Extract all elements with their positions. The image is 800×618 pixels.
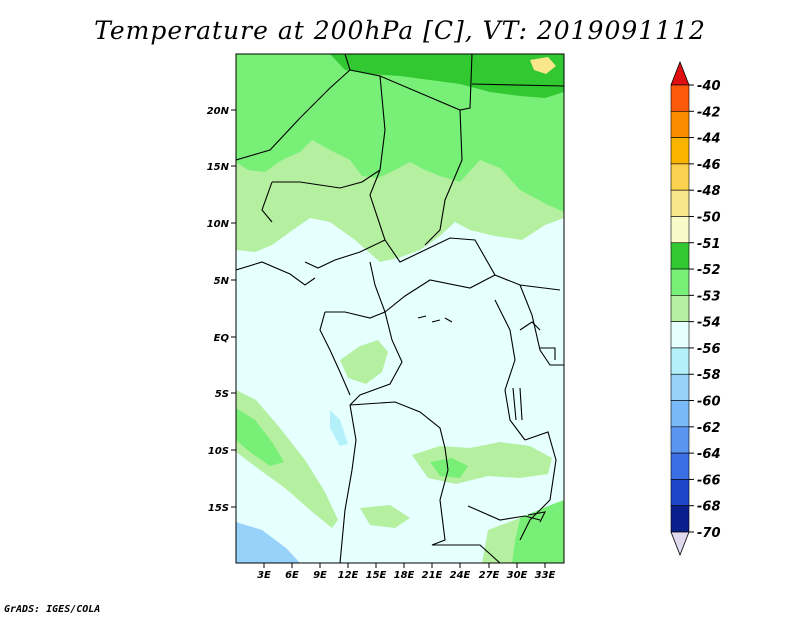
- colorbar-bottom-arrow: [670, 531, 690, 557]
- lat-label-10n: 10N: [207, 219, 230, 230]
- field-lake-blue: [330, 410, 348, 446]
- colorbar-box: [670, 137, 690, 165]
- colorbar-box: [670, 479, 690, 507]
- colorbar-label: -58: [697, 368, 721, 383]
- field-southwest-green-core: [236, 408, 284, 466]
- lon-label-30e: 30E: [507, 570, 528, 581]
- colorbar-label: -53: [697, 289, 721, 304]
- colorbar-box: [670, 242, 690, 270]
- colorbar-label: -40: [697, 79, 721, 94]
- country-borders: [236, 54, 564, 563]
- field-central-patch-3: [430, 458, 468, 478]
- lon-label-9e: 9E: [313, 570, 327, 581]
- lon-label-3e: 3E: [257, 570, 271, 581]
- field-south-patch: [360, 505, 410, 528]
- colorbar-box: [670, 400, 690, 428]
- colorbar-label: -52: [697, 263, 721, 278]
- colorbar-box: [670, 347, 690, 375]
- colorbar-label: -51: [697, 237, 721, 252]
- lon-label-33e: 33E: [535, 570, 556, 581]
- lat-label-5s: 5S: [215, 389, 229, 400]
- colorbar-labels: -40 -42 -44 -46 -48 -50 -51 -52 -53 -54 -56 -58 -60 -…: [689, 79, 721, 541]
- colorbar-label: -50: [697, 210, 721, 225]
- colorbar-label: -66: [697, 473, 721, 488]
- colorbar-box: [670, 505, 690, 533]
- colorbar-box: [670, 163, 690, 191]
- colorbar-label: -70: [697, 526, 721, 541]
- field-southwest-cold: [236, 522, 300, 563]
- colorbar: -40 -42 -44 -46 -48 -50 -51 -52 -53 -54 -56 -58 -60 -…: [670, 60, 721, 557]
- colorbar-label: -60: [697, 395, 721, 410]
- colorbar-box: [670, 321, 690, 349]
- colorbar-box: [670, 452, 690, 480]
- field-north-dark-green: [330, 54, 564, 98]
- lat-label-10s: 10S: [208, 446, 229, 457]
- colorbar-label: -64: [697, 447, 721, 462]
- colorbar-box: [670, 426, 690, 454]
- colorbar-label: -42: [697, 105, 721, 120]
- lat-label-15s: 15S: [208, 503, 229, 514]
- lon-label-12e: 12E: [338, 570, 359, 581]
- field-southeast-green: [512, 500, 564, 563]
- colorbar-label: -68: [697, 500, 721, 515]
- map-frame: [235, 53, 565, 564]
- field-warm-patch: [530, 57, 556, 74]
- lon-label-24e: 24E: [450, 570, 471, 581]
- grads-credit: GrADS: IGES/COLA: [4, 604, 101, 615]
- colorbar-box: [670, 295, 690, 322]
- colorbar-label: -48: [697, 184, 721, 199]
- map-title: Temperature at 200hPa [C], VT: 201909111…: [94, 16, 706, 45]
- field-north-green: [236, 54, 564, 212]
- longitude-axis: 3E 6E 9E 12E 15E 18E 21E 24E 27E 30E 33E: [257, 563, 556, 581]
- lon-label-21e: 21E: [422, 570, 443, 581]
- field-southwest-green: [236, 390, 338, 528]
- lon-label-6e: 6E: [285, 570, 299, 581]
- colorbar-label: -62: [697, 421, 721, 436]
- lon-label-15e: 15E: [366, 570, 387, 581]
- latitude-axis: 20N 15N 10N 5N EQ 5S 10S 15S: [207, 106, 236, 514]
- lon-label-18e: 18E: [394, 570, 415, 581]
- colorbar-box: [670, 373, 690, 401]
- colorbar-label: -56: [697, 342, 721, 357]
- colorbar-box: [670, 216, 690, 244]
- colorbar-label: -46: [697, 158, 721, 173]
- lat-label-eq: EQ: [214, 333, 230, 344]
- lat-label-5n: 5N: [214, 276, 230, 287]
- colorbar-box: [670, 110, 690, 138]
- field-central-patch-1: [340, 340, 388, 384]
- temperature-field: [236, 54, 564, 563]
- lon-label-27e: 27E: [479, 570, 500, 581]
- lat-label-20n: 20N: [207, 106, 230, 117]
- colorbar-label: -44: [697, 132, 721, 147]
- colorbar-box: [670, 84, 690, 112]
- lat-label-15n: 15N: [207, 162, 230, 173]
- colorbar-boxes: [670, 84, 690, 533]
- colorbar-label: -54: [697, 316, 721, 331]
- field-southeast-light: [482, 518, 520, 563]
- colorbar-top-arrow: [670, 60, 690, 86]
- colorbar-box: [670, 189, 690, 217]
- colorbar-box: [670, 268, 690, 296]
